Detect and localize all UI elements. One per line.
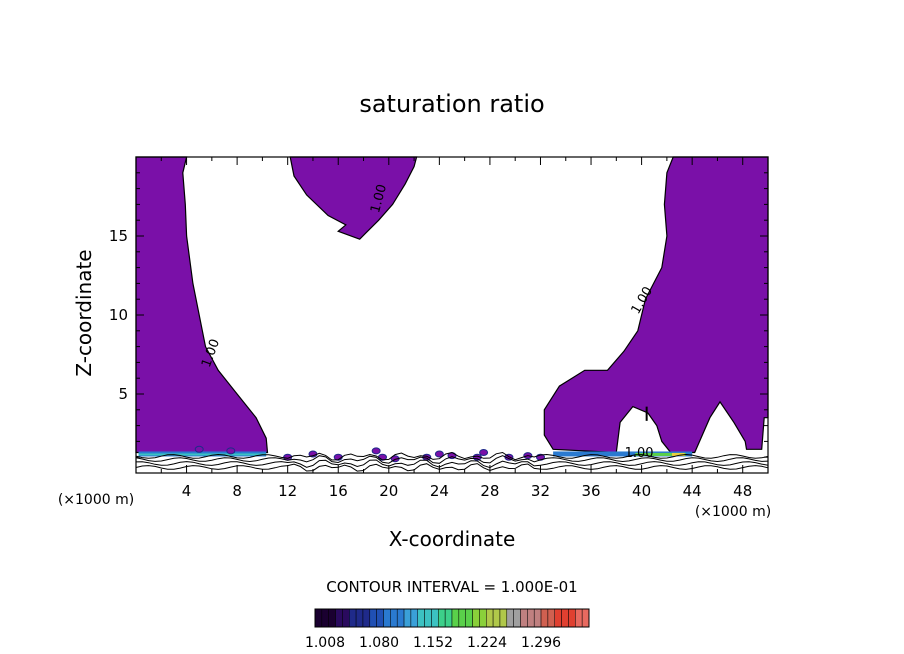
contour-region-top-center — [289, 156, 418, 240]
colorbar-cell — [575, 608, 583, 628]
surface-band-left-inner — [138, 453, 267, 456]
colorbar-cell — [547, 608, 556, 628]
colorbar: 1.008 1.080 1.152 1.224 1.296 — [305, 608, 590, 651]
colorbar-cell — [362, 608, 371, 628]
colorbar-cell — [581, 608, 590, 628]
colorbar-cell — [403, 608, 412, 628]
contour-speck — [434, 450, 444, 458]
colorbar-cell — [520, 608, 528, 628]
colorbar-cell — [486, 608, 494, 628]
colorbar-cell — [431, 608, 439, 628]
colorbar-cell — [424, 608, 432, 628]
colorbar-cell — [506, 608, 514, 628]
colorbar-cell — [554, 608, 562, 628]
ground-contour-line — [135, 451, 769, 461]
y-tick-label: 5 — [118, 385, 128, 403]
contour-label: 1.00 — [368, 183, 390, 215]
contour-region-right — [543, 156, 769, 454]
colorbar-cell — [342, 608, 350, 628]
x-tick-label: 24 — [430, 482, 449, 500]
colorbar-cell — [369, 608, 377, 628]
x-tick-label: 32 — [531, 482, 550, 500]
colorbar-cell — [417, 608, 425, 628]
ground-contour-line — [135, 455, 769, 464]
y-axis-label: Z-coordinate — [72, 249, 96, 376]
surface-band-peak — [671, 452, 685, 456]
surface-band-right — [553, 451, 693, 457]
chart-title: saturation ratio — [359, 90, 544, 118]
x-unit-right: (×1000 m) — [695, 504, 771, 520]
colorbar-cell — [533, 608, 542, 628]
contour-speck — [371, 447, 381, 455]
colorbar-cell — [499, 608, 508, 628]
colorbar-cell — [465, 608, 473, 628]
x-axis-label: X-coordinate — [389, 527, 516, 551]
colorbar-cell — [349, 608, 357, 628]
colorbar-cell — [568, 608, 576, 628]
colorbar-cell — [314, 608, 323, 628]
colorbar-cell — [396, 608, 405, 628]
x-tick-label: 4 — [182, 482, 192, 500]
y-tick-label: 15 — [109, 227, 128, 245]
colorbar-cell — [513, 608, 521, 628]
plot-area: 1.001.001.001.004 8 12 16 20 24 28 32 36 40 44 4851… — [109, 156, 769, 500]
x-tick-label: 8 — [232, 482, 242, 500]
colorbar-cell — [328, 608, 336, 628]
ground-contour-line — [135, 463, 769, 472]
x-tick-label: 48 — [733, 482, 752, 500]
colorbar-tick-label: 1.224 — [467, 635, 507, 651]
x-tick-label: 44 — [683, 482, 702, 500]
colorbar-frame — [314, 608, 590, 628]
colorbar-cell — [561, 608, 569, 628]
colorbar-cell — [479, 608, 487, 628]
contour-speck — [479, 448, 489, 456]
colorbar-cell — [451, 608, 460, 628]
x-tick-label: 40 — [632, 482, 651, 500]
colorbar-cell — [458, 608, 466, 628]
ground-contour-line — [135, 459, 769, 469]
colorbar-cell — [444, 608, 453, 628]
surface-band-right-inner — [635, 452, 686, 456]
colorbar-cell — [410, 608, 418, 628]
colorbar-cell — [472, 608, 480, 628]
colorbar-tick-label: 1.080 — [359, 635, 399, 651]
colorbar-cell — [492, 608, 501, 628]
x-tick-label: 36 — [581, 482, 600, 500]
x-tick-label: 20 — [379, 482, 398, 500]
colorbar-tick-label: 1.008 — [305, 635, 345, 651]
colorbar-cell — [527, 608, 535, 628]
colorbar-cell — [335, 608, 343, 628]
contour-speck — [226, 447, 236, 455]
colorbar-cell — [438, 608, 446, 628]
colorbar-cell — [390, 608, 398, 628]
colorbar-tick-label: 1.296 — [521, 635, 561, 651]
colorbar-cell — [383, 608, 391, 628]
colorbar-cell — [355, 608, 364, 628]
x-tick-label: 28 — [480, 482, 499, 500]
x-tick-label: 16 — [329, 482, 348, 500]
contour-speck — [194, 445, 204, 453]
colorbar-title: CONTOUR INTERVAL = 1.000E-01 — [326, 578, 577, 596]
colorbar-cell — [540, 608, 549, 628]
colorbar-cell — [376, 608, 384, 628]
x-unit-left: (×1000 m) — [58, 492, 134, 508]
y-tick-label: 10 — [109, 306, 128, 324]
contour-region-left — [135, 156, 269, 454]
contour-label: 1.00 — [625, 446, 654, 461]
x-tick-label: 12 — [278, 482, 297, 500]
colorbar-tick-label: 1.152 — [413, 635, 453, 651]
colorbar-cell — [321, 608, 329, 628]
